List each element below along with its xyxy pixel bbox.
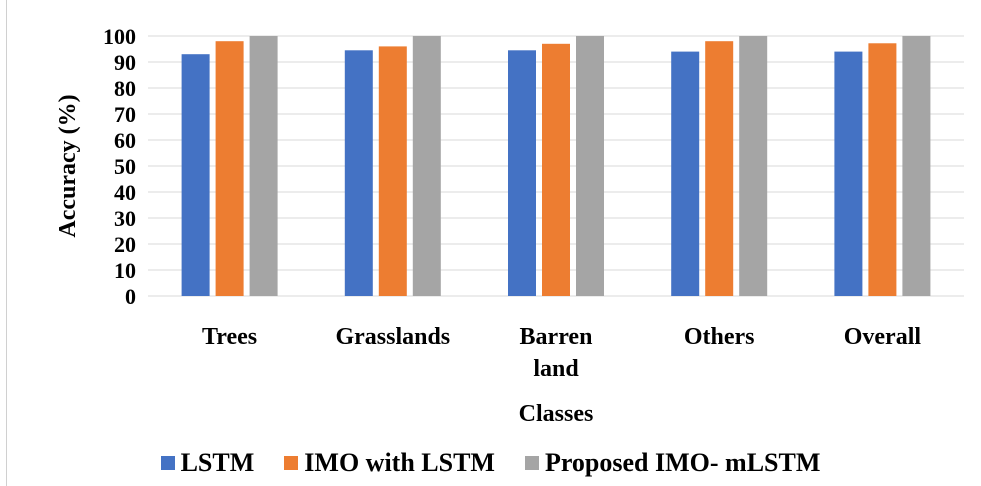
x-category-label: Grasslands <box>335 324 450 350</box>
x-category-labels: Trees Grasslands Barren land Others Overall <box>202 324 921 382</box>
bar-imo-with-lstm <box>868 43 897 296</box>
legend-item: Proposed IMO- mLSTM <box>524 448 821 478</box>
bar-proposed-imo-mlstm <box>249 36 278 296</box>
y-tick-label: 50 <box>114 154 136 179</box>
y-tick-label: 40 <box>114 180 136 205</box>
bar-imo-with-lstm <box>215 41 244 297</box>
bar-lstm <box>834 51 863 296</box>
frame-border <box>6 0 7 486</box>
bar-imo-with-lstm <box>378 46 407 297</box>
legend-item: LSTM <box>160 448 255 478</box>
bar-lstm <box>181 54 210 297</box>
legend: LSTM IMO with LSTM Proposed IMO- mLSTM <box>0 448 981 478</box>
x-category-label: Trees <box>202 324 257 350</box>
bar-proposed-imo-mlstm <box>412 36 441 296</box>
bar-lstm <box>508 50 536 296</box>
legend-swatch <box>160 456 175 470</box>
bar-lstm <box>671 51 700 296</box>
bar-lstm <box>344 50 373 296</box>
bar-imo-with-lstm <box>542 43 570 296</box>
x-axis-title: Classes <box>519 401 594 427</box>
x-category-label: Others <box>684 324 755 350</box>
y-tick-label: 100 <box>103 24 136 49</box>
y-tick-label: 10 <box>114 258 136 283</box>
bar-proposed-imo-mlstm <box>576 36 604 296</box>
legend-label: IMO with LSTM <box>304 448 495 477</box>
y-axis-title: Accuracy (%) <box>55 94 81 237</box>
y-tick-label: 30 <box>114 206 136 231</box>
bar-imo-with-lstm <box>705 41 734 297</box>
y-tick-label: 60 <box>114 128 136 153</box>
y-tick-label: 70 <box>114 102 136 127</box>
bar-proposed-imo-mlstm <box>902 36 931 296</box>
legend-swatch <box>524 456 539 470</box>
legend-item: IMO with LSTM <box>284 448 495 478</box>
x-category-label: Overall <box>844 324 922 350</box>
y-tick-label: 0 <box>125 284 136 309</box>
legend-swatch <box>284 456 299 470</box>
x-category-label: land <box>533 356 579 382</box>
bars <box>181 36 931 297</box>
legend-label: Proposed IMO- mLSTM <box>544 448 821 477</box>
legend-label: LSTM <box>180 448 255 477</box>
bar-proposed-imo-mlstm <box>739 36 768 296</box>
y-tick-label: 80 <box>114 76 136 101</box>
y-tick-label: 90 <box>114 50 136 75</box>
y-tick-label: 20 <box>114 232 136 257</box>
x-category-label: Barren <box>520 324 593 350</box>
